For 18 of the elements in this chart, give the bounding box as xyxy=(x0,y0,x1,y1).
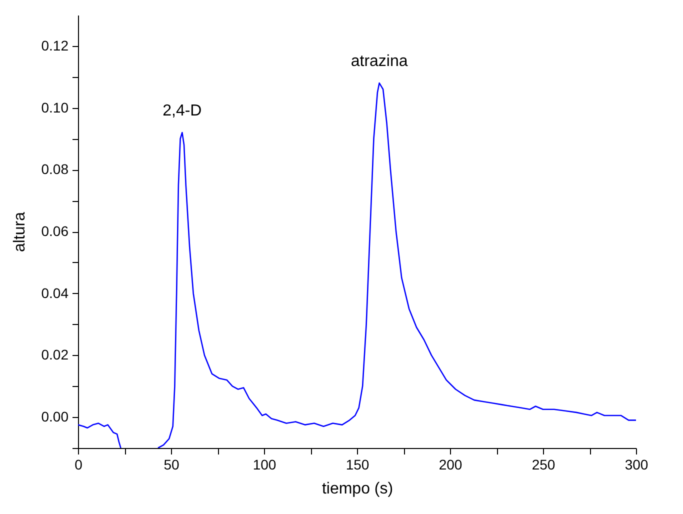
x-tick-label: 250 xyxy=(532,456,556,472)
y-tick-label: 0.06 xyxy=(41,223,69,239)
y-tick-label: 0.10 xyxy=(41,99,69,116)
x-tick-label: 200 xyxy=(438,456,462,472)
x-tick-label: 0 xyxy=(74,456,83,472)
annotation: atrazina xyxy=(350,53,408,70)
y-tick-label: 0.02 xyxy=(41,346,69,363)
x-axis-title: tiempo (s) xyxy=(322,480,394,498)
y-tick-label: 0.08 xyxy=(41,161,69,178)
x-tick-label: 300 xyxy=(624,456,648,472)
x-tick-label: 50 xyxy=(164,456,180,472)
y-tick-label: 0.12 xyxy=(41,37,69,54)
annotation: 2,4-D xyxy=(162,102,202,120)
y-tick-label: 0.04 xyxy=(41,284,69,301)
x-tick-label: 150 xyxy=(346,456,370,472)
y-axis-title: altura xyxy=(11,212,28,252)
x-tick-label: 100 xyxy=(252,456,276,472)
y-tick-label: 0.00 xyxy=(41,408,69,425)
